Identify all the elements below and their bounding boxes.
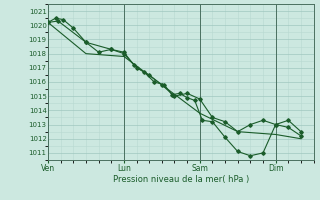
X-axis label: Pression niveau de la mer( hPa ): Pression niveau de la mer( hPa ) <box>113 175 249 184</box>
